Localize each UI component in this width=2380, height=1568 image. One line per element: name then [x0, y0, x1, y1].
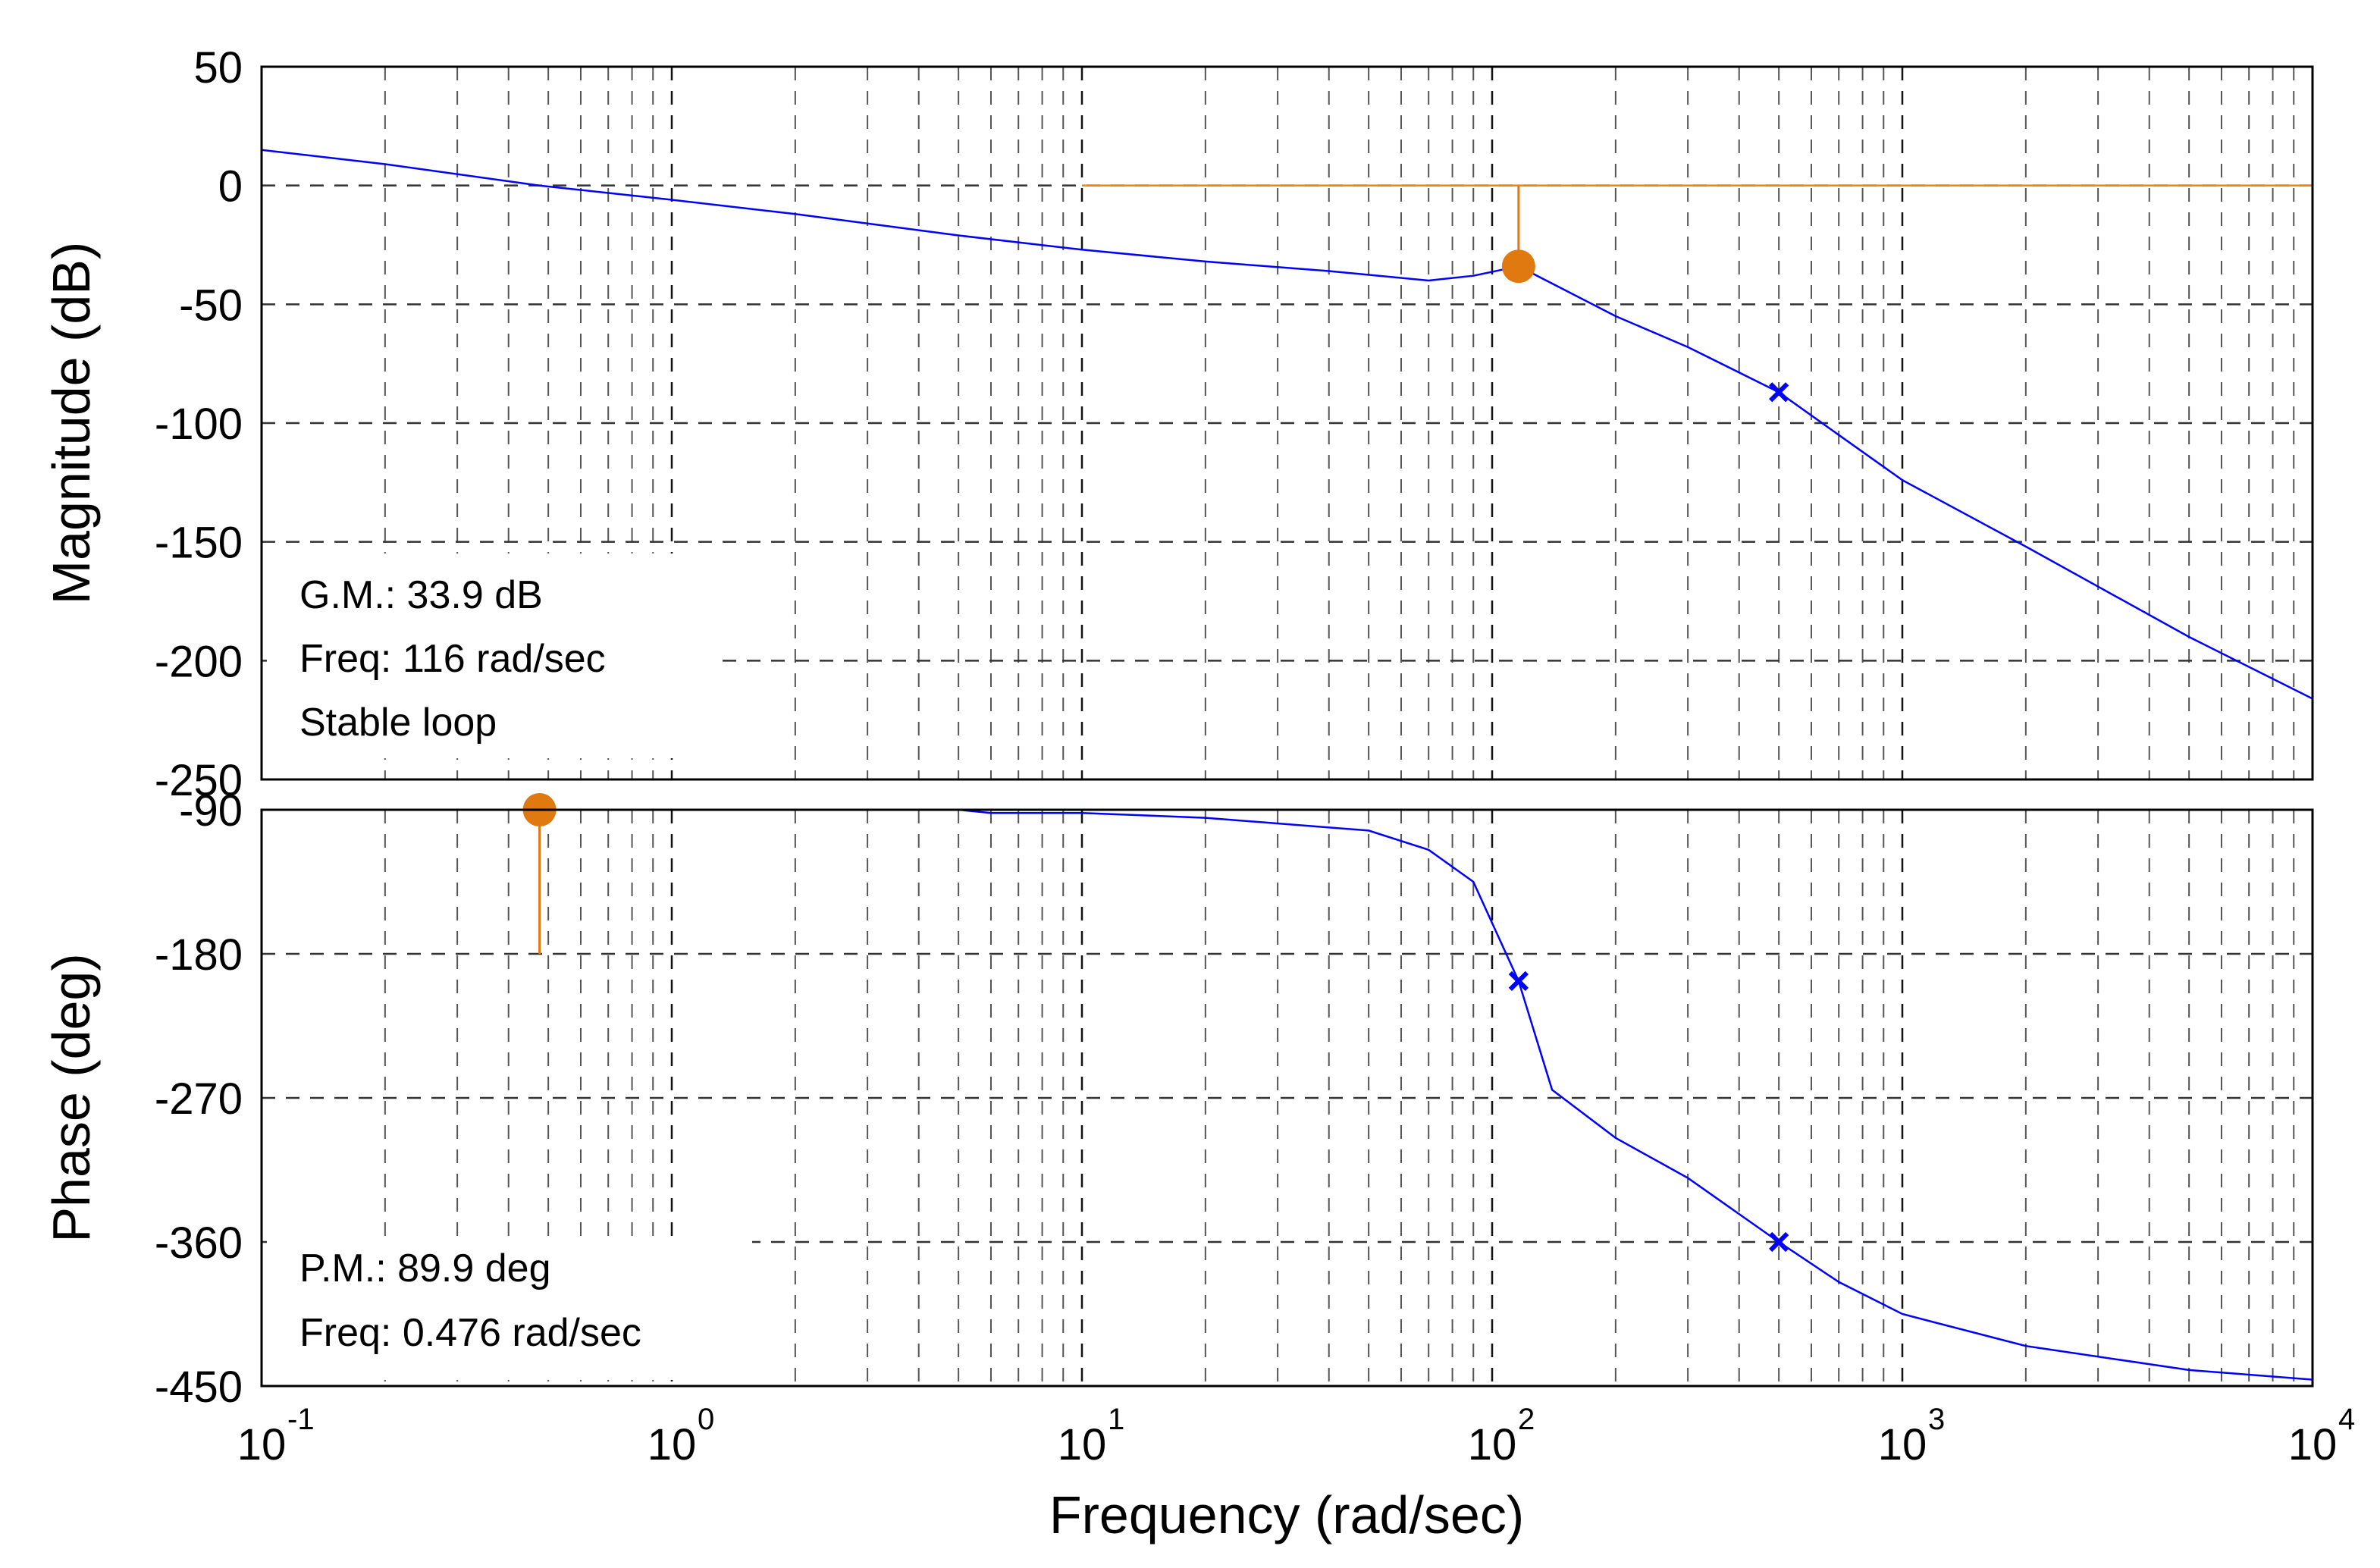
magnitude-series — [261, 149, 2313, 700]
y-tick-label: -250 — [155, 756, 243, 805]
margin-point-marker — [1501, 249, 1535, 284]
magnitude-panel: 50 0 -50 -100 -150 -200 -250 Magnitude (dB) G.… — [42, 43, 2314, 805]
phase-markers — [522, 793, 1789, 1253]
y-tick-label: -90 — [179, 786, 243, 836]
cross-marker — [1508, 971, 1529, 992]
cross-marker-stroke — [1769, 382, 1789, 403]
x-tick-label-exponent: 3 — [1928, 1403, 1945, 1436]
x-tick-label-base: 10 — [1468, 1420, 1517, 1469]
y-tick-label: -100 — [155, 400, 243, 449]
x-tick-label-base: 10 — [1058, 1420, 1107, 1469]
x-tick-label-exponent: 0 — [698, 1403, 714, 1436]
series-line — [261, 149, 2313, 700]
x-tick-label-base: 10 — [237, 1420, 287, 1469]
y-tick-label: -360 — [155, 1218, 243, 1268]
phase-axes-box — [260, 808, 2314, 1388]
y-tick-label: 0 — [218, 162, 243, 212]
gain-margin-text: G.M.: 33.9 dB — [299, 573, 543, 617]
x-tick-label-base: 10 — [2288, 1420, 2338, 1469]
magnitude-axes-box — [260, 65, 2314, 781]
y-tick-label: -180 — [155, 930, 243, 980]
x-tick-label-base: 10 — [1878, 1420, 1927, 1469]
phase-y-tick-labels: -90 -180 -270 -360 -450 — [155, 786, 243, 1412]
cross-marker-stroke — [1508, 971, 1529, 992]
magnitude-markers — [1501, 185, 1789, 403]
y-tick-label: -150 — [155, 519, 243, 568]
x-tick-label-exponent: 1 — [1108, 1403, 1124, 1436]
phase-panel: -90 -180 -270 -360 -450 Phase (deg) P.M.: 89… — [42, 786, 2355, 1544]
frequency-axis-label: Frequency (rad/sec) — [1049, 1485, 1524, 1544]
phase-margin-box — [267, 1240, 752, 1380]
x-tick-label-base: 10 — [648, 1420, 697, 1469]
x-tick-label-exponent: 4 — [2338, 1403, 2355, 1436]
cross-marker-stroke — [1769, 1231, 1789, 1253]
phase-margin-frequency-text: Freq: 0.476 rad/sec — [299, 1311, 641, 1355]
cross-marker — [1769, 382, 1789, 403]
y-tick-label: -200 — [155, 637, 243, 686]
x-tick-label-exponent: -1 — [287, 1403, 315, 1436]
stability-text: Stable loop — [299, 701, 497, 745]
magnitude-grid — [262, 67, 2313, 779]
cross-marker — [1769, 1231, 1789, 1253]
phase-margin-text: P.M.: 89.9 deg — [299, 1247, 551, 1290]
phase-y-axis-label: Phase (deg) — [42, 953, 101, 1242]
x-tick-label-exponent: 2 — [1518, 1403, 1535, 1436]
y-tick-label: 50 — [193, 43, 243, 93]
gain-margin-frequency-text: Freq: 116 rad/sec — [299, 637, 606, 681]
y-tick-label: -450 — [155, 1363, 243, 1412]
y-tick-label: -270 — [155, 1074, 243, 1124]
magnitude-y-axis-label: Magnitude (dB) — [42, 242, 101, 605]
y-tick-label: -50 — [179, 281, 243, 330]
gain-margin-box — [267, 554, 722, 758]
magnitude-y-tick-labels: 50 0 -50 -100 -150 -200 -250 — [155, 43, 243, 805]
